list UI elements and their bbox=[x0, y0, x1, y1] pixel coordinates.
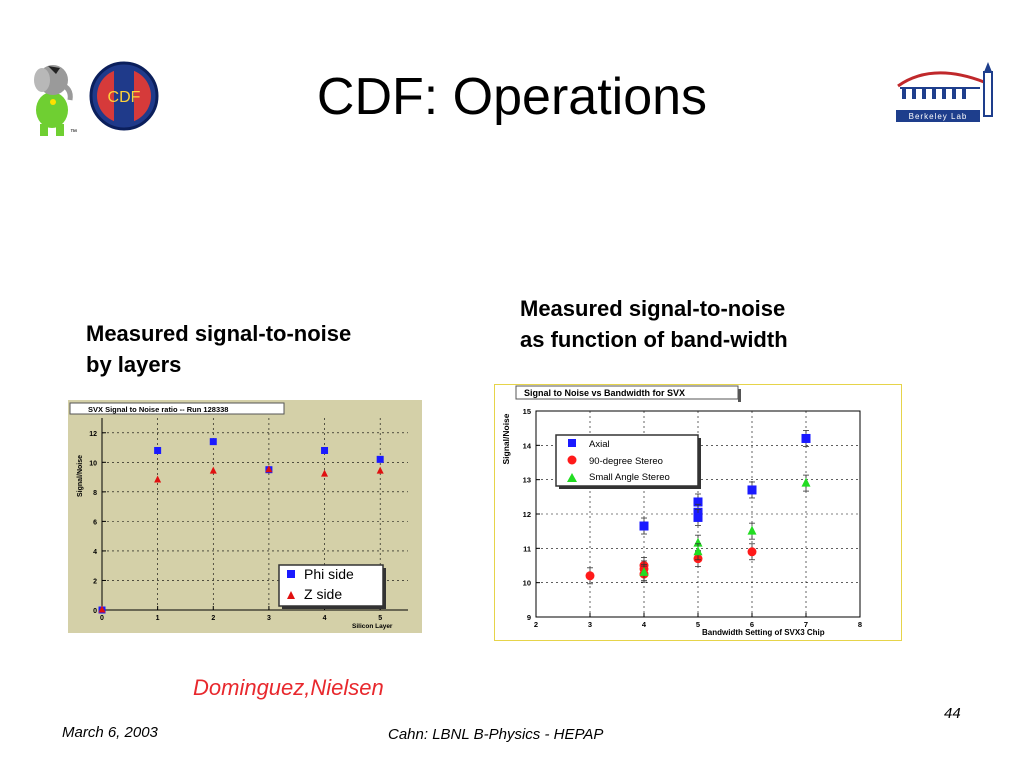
x-tick-label: 3 bbox=[267, 615, 271, 622]
caption-left-line-1: Measured signal-to-noise bbox=[86, 321, 352, 346]
x-tick-label: 5 bbox=[378, 615, 382, 622]
caption-left-line-2: by layers bbox=[86, 352, 182, 377]
x-tick-label: 6 bbox=[750, 620, 754, 629]
x-axis-label: Silicon Layer bbox=[352, 623, 393, 630]
legend: Phi side Z side bbox=[278, 564, 386, 609]
x-tick-label: 1 bbox=[156, 615, 160, 622]
y-tick-label: 14 bbox=[523, 441, 532, 450]
x-axis-label: Bandwidth Setting of SVX3 Chip bbox=[702, 628, 825, 637]
data-point-series-2 bbox=[585, 571, 595, 581]
berkeley-lab-text: Berkeley Lab bbox=[909, 112, 968, 121]
x-tick-label: 0 bbox=[100, 615, 104, 622]
legend: Axial 90-degree Stereo Small Angle Stere… bbox=[555, 434, 701, 489]
babar-cdf-logo: ™ CDF bbox=[34, 61, 159, 136]
legend-triangle-icon bbox=[567, 473, 577, 482]
y-axis-label: Signal/Noise bbox=[501, 413, 511, 464]
data-point-series-1 bbox=[747, 485, 757, 495]
y-tick-label: 10 bbox=[523, 579, 531, 588]
data-point-series-1 bbox=[209, 438, 217, 446]
data-point-series-3 bbox=[693, 537, 703, 547]
credit-text: Dominguez,Nielsen bbox=[193, 675, 384, 700]
data-point-series-1 bbox=[693, 497, 703, 507]
y-tick-label: 6 bbox=[93, 519, 97, 526]
data-point-series-3 bbox=[639, 566, 649, 576]
data-point-series-2 bbox=[98, 605, 106, 613]
chart-title-box bbox=[69, 402, 285, 415]
x-tick-label: 2 bbox=[211, 615, 215, 622]
x-tick-label: 7 bbox=[804, 620, 808, 629]
y-tick-label: 11 bbox=[523, 544, 531, 553]
data-point-series-2 bbox=[209, 466, 217, 474]
x-tick-label: 8 bbox=[858, 620, 862, 629]
chart-title: SVX Signal to Noise ratio -- Run 128338 bbox=[88, 405, 228, 414]
babar-elephant-icon bbox=[34, 65, 73, 136]
data-point-series-1 bbox=[321, 446, 329, 454]
x-tick-label: 4 bbox=[323, 615, 327, 622]
y-tick-label: 15 bbox=[523, 407, 531, 416]
caption-right-line-2: as function of band-width bbox=[520, 327, 788, 352]
y-tick-label: 12 bbox=[523, 510, 531, 519]
page-number: 44 bbox=[944, 705, 961, 722]
data-point-series-2 bbox=[321, 469, 329, 477]
x-tick-label: 4 bbox=[642, 620, 647, 629]
data-point-series-3 bbox=[801, 477, 811, 487]
legend-label-1: Axial bbox=[589, 439, 610, 450]
cdf-emblem-icon: CDF bbox=[89, 61, 159, 131]
x-tick-label: 5 bbox=[696, 620, 700, 629]
y-tick-label: 2 bbox=[93, 578, 97, 585]
legend-square-icon bbox=[568, 439, 576, 447]
data-point-series-1 bbox=[154, 446, 162, 454]
legend-label-2: 90-degree Stereo bbox=[589, 456, 663, 467]
legend-label-3: Small Angle Stereo bbox=[589, 472, 670, 483]
data-point-series-2 bbox=[747, 547, 757, 557]
caption-left: Measured signal-to-noise by layers bbox=[86, 318, 446, 380]
cdf-logo-text: CDF bbox=[108, 89, 141, 106]
footer-text: Cahn: LBNL B-Physics - HEPAP bbox=[388, 726, 604, 743]
y-tick-label: 8 bbox=[93, 490, 97, 497]
data-point-series-2 bbox=[154, 475, 162, 483]
trademark-mark: ™ bbox=[70, 129, 77, 136]
x-tick-label: 3 bbox=[588, 620, 592, 629]
y-tick-label: 13 bbox=[523, 476, 531, 485]
data-point-series-1 bbox=[376, 455, 384, 463]
y-tick-label: 4 bbox=[93, 549, 97, 556]
footer-date: March 6, 2003 bbox=[62, 724, 158, 741]
bandwidth-chart: Signal to Noise vs Bandwidth for SVX Sig… bbox=[494, 384, 902, 641]
data-point-series-1 bbox=[639, 521, 649, 531]
data-point-series-3 bbox=[747, 525, 757, 535]
y-tick-label: 12 bbox=[89, 431, 97, 438]
y-tick-label: 9 bbox=[527, 613, 531, 622]
legend-triangle-icon bbox=[287, 591, 295, 599]
y-tick-label: 0 bbox=[93, 608, 97, 615]
layers-chart: SVX Signal to Noise ratio -- Run 128338 … bbox=[68, 400, 422, 633]
legend-circle-icon bbox=[567, 455, 577, 465]
legend-label-1: Phi side bbox=[304, 566, 354, 582]
data-point-series-2 bbox=[265, 465, 273, 473]
slide-title: CDF: Operations bbox=[316, 68, 708, 126]
x-tick-label: 2 bbox=[534, 620, 538, 629]
berkeley-lab-logo: Berkeley Lab bbox=[896, 62, 993, 122]
data-point-series-1 bbox=[801, 433, 811, 443]
y-tick-label: 10 bbox=[89, 460, 97, 467]
data-point-series-2 bbox=[376, 466, 384, 474]
data-point-series-3 bbox=[693, 546, 703, 556]
caption-right-line-1: Measured signal-to-noise bbox=[520, 296, 786, 321]
caption-right: Measured signal-to-noise as function of … bbox=[520, 293, 880, 355]
chart-title: Signal to Noise vs Bandwidth for SVX bbox=[524, 388, 685, 398]
berkeley-lab-building-icon bbox=[897, 62, 993, 117]
y-axis-label: Signal/Noise bbox=[77, 455, 84, 497]
legend-label-2: Z side bbox=[304, 586, 342, 602]
data-point-series-1 bbox=[693, 512, 703, 522]
legend-square-icon bbox=[287, 570, 295, 578]
